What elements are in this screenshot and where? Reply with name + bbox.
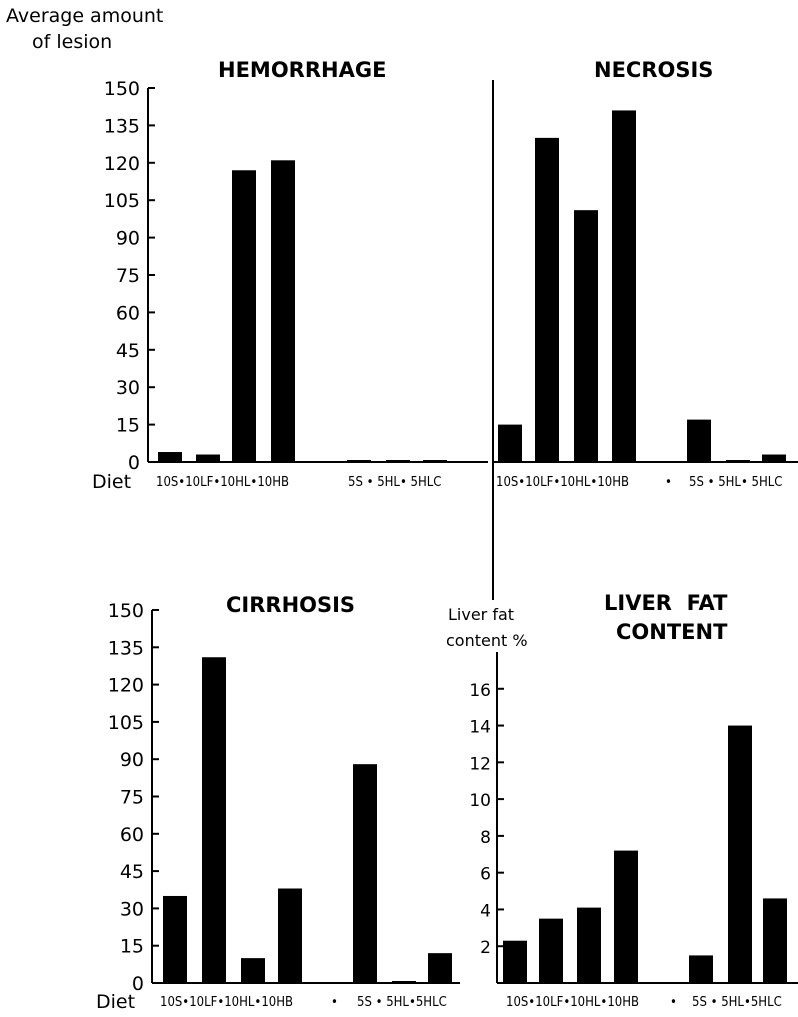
liver-fat-y-tick-label: 14	[469, 718, 491, 738]
necrosis-bar-10hl	[574, 210, 598, 462]
cirrhosis-y-tick-label: 45	[120, 861, 144, 883]
necrosis-diet-labels-sep: •	[665, 475, 672, 490]
necrosis-bar-5hl	[726, 460, 750, 462]
necrosis-bar-5s	[687, 419, 711, 462]
hemorrhage-bar-10hb	[271, 160, 295, 462]
hemorrhage-diet-labels-a: 10S•10LF•10HL•10HB	[156, 475, 289, 490]
hemorrhage-y-tick-label: 45	[116, 340, 140, 362]
liver-fat-y-tick-label: 12	[469, 754, 491, 774]
cirrhosis-diet-labels-b: 5S • 5HL•5HLC	[357, 995, 447, 1010]
cirrhosis-y-tick-label: 75	[120, 787, 144, 809]
liver-fat-bar-10hb	[614, 850, 638, 983]
diet-label-top: Diet	[92, 471, 131, 493]
necrosis-bar-10hb	[612, 110, 636, 462]
hemorrhage-chart: 0 15 30 45 60 75 90 105 120 135 150	[104, 78, 488, 474]
liver-fat-y-tick-label: 10	[469, 791, 491, 811]
liver-fat-y-tick-label: 16	[469, 681, 491, 701]
liver-fat-title-line1: LIVER FAT	[604, 591, 728, 615]
liver-fat-ylabel-line2: content %	[446, 631, 528, 650]
cirrhosis-title: CIRRHOSIS	[226, 593, 355, 617]
cirrhosis-bar-5hlc	[428, 953, 452, 983]
necrosis-bar-10lf	[535, 137, 559, 462]
y-axis-title-line2: of lesion	[32, 31, 112, 53]
necrosis-chart	[493, 110, 798, 463]
liver-fat-bar-5hl	[728, 725, 752, 983]
cirrhosis-chart: 0 15 30 45 60 75 90 105 120 135 150	[108, 600, 460, 995]
cirrhosis-bar-10lf	[202, 657, 226, 983]
cirrhosis-bar-10s	[163, 895, 187, 983]
hemorrhage-y-tick-label: 105	[104, 190, 140, 212]
hemorrhage-y-tick-label: 15	[116, 415, 140, 437]
liver-fat-diet-labels-b: 5S • 5HL•5HLC	[692, 995, 782, 1010]
necrosis-diet-labels-a: 10S•10LF•10HL•10HB	[496, 475, 629, 490]
liver-fat-y-tick-label: 2	[480, 938, 491, 958]
hemorrhage-bar-5hlc	[423, 460, 447, 462]
cirrhosis-diet-labels-a: 10S•10LF•10HL•10HB	[160, 995, 293, 1010]
liver-fat-title-line2: CONTENT	[616, 620, 728, 644]
cirrhosis-bar-5s	[353, 764, 377, 983]
cirrhosis-bar-10hl	[241, 958, 265, 983]
liver-fat-y-tick-label: 8	[480, 828, 491, 848]
hemorrhage-bar-5s	[347, 460, 371, 462]
cirrhosis-y-tick-label: 30	[120, 898, 144, 920]
liver-fat-bar-10s	[503, 940, 527, 983]
cirrhosis-y-tick-label: 60	[120, 824, 144, 846]
cirrhosis-y-tick-label: 120	[108, 675, 144, 697]
cirrhosis-y-tick-label: 90	[120, 749, 144, 771]
cirrhosis-y-tick-label: 0	[132, 973, 144, 995]
cirrhosis-y-tick-label: 150	[108, 600, 144, 622]
hemorrhage-y-tick-label: 75	[116, 265, 140, 287]
necrosis-diet-labels-b: 5S • 5HL• 5HLC	[689, 475, 782, 490]
hemorrhage-y-tick-label: 30	[116, 377, 140, 399]
hemorrhage-bar-10hl	[232, 170, 256, 462]
liver-fat-y-tick-label: 4	[480, 901, 491, 921]
liver-fat-bar-5s	[689, 955, 713, 983]
hemorrhage-y-tick-label: 150	[104, 78, 140, 100]
hemorrhage-bar-10lf	[196, 454, 220, 462]
hemorrhage-y-tick-label: 60	[116, 302, 140, 324]
cirrhosis-y-tick-label: 135	[108, 637, 144, 659]
liver-fat-chart: 2 4 6 8 10 12 14 16	[469, 652, 798, 984]
hemorrhage-bar-5hl	[386, 460, 410, 462]
liver-fat-bar-10lf	[539, 918, 563, 983]
liver-fat-bar-5hlc	[763, 898, 787, 983]
cirrhosis-bar-10hb	[278, 888, 302, 983]
cirrhosis-y-tick-label: 105	[108, 712, 144, 734]
hemorrhage-y-tick-label: 0	[128, 452, 140, 474]
hemorrhage-y-tick-label: 90	[116, 228, 140, 250]
necrosis-bar-5hlc	[762, 454, 786, 462]
hemorrhage-y-tick-label: 135	[104, 115, 140, 137]
hemorrhage-bar-10s	[158, 452, 182, 462]
liver-fat-y-tick-label: 6	[480, 865, 491, 885]
hemorrhage-title: HEMORRHAGE	[218, 58, 386, 82]
cirrhosis-y-tick-label: 15	[120, 936, 144, 958]
liver-fat-bar-10hl	[577, 907, 601, 983]
necrosis-title: NECROSIS	[594, 58, 713, 82]
liver-fat-diet-labels-sep: •	[670, 995, 677, 1010]
y-axis-title-line1: Average amount	[6, 5, 163, 27]
hemorrhage-y-tick-label: 120	[104, 153, 140, 175]
liver-fat-ylabel-line1: Liver fat	[448, 605, 514, 624]
diet-label-bottom: Diet	[96, 991, 135, 1013]
necrosis-bar-10s	[498, 424, 522, 462]
liver-fat-diet-labels-a: 10S•10LF•10HL•10HB	[506, 995, 639, 1010]
cirrhosis-bar-5hl	[392, 981, 416, 983]
hemorrhage-diet-labels-b: 5S • 5HL• 5HLC	[348, 475, 441, 490]
cirrhosis-diet-labels-sep: •	[331, 995, 338, 1010]
